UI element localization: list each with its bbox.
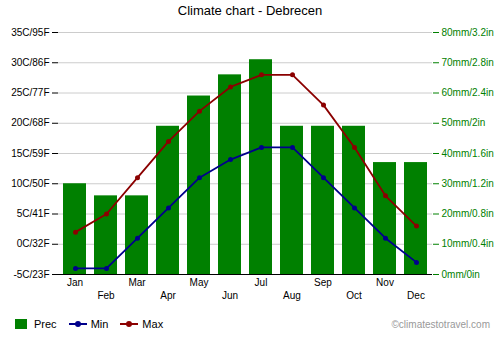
svg-text:Aug: Aug bbox=[283, 290, 301, 301]
svg-text:50mm/2in: 50mm/2in bbox=[442, 117, 486, 128]
html-text:Climate chart - Debrecen: Climate chart - Debrecen bbox=[177, 3, 323, 18]
svg-text:40mm/1.6in: 40mm/1.6in bbox=[442, 148, 494, 159]
svg-text:Jan: Jan bbox=[67, 277, 83, 288]
svg-text:0C/32F: 0C/32F bbox=[17, 238, 50, 249]
svg-text:30C/86F: 30C/86F bbox=[11, 57, 49, 68]
svg-text:15C/59F: 15C/59F bbox=[11, 148, 49, 159]
svg-text:Sep: Sep bbox=[314, 277, 332, 288]
svg-text:Oct: Oct bbox=[346, 290, 362, 301]
svg-text:80mm/3.2in: 80mm/3.2in bbox=[442, 27, 494, 38]
svg-text:60mm/2.4in: 60mm/2.4in bbox=[442, 87, 494, 98]
svg-text:Nov: Nov bbox=[376, 277, 394, 288]
svg-text:Mar: Mar bbox=[128, 277, 146, 288]
svg-text:May: May bbox=[190, 277, 209, 288]
svg-text:30mm/1.2in: 30mm/1.2in bbox=[442, 178, 494, 189]
svg-text:Jun: Jun bbox=[222, 290, 238, 301]
svg-text:Apr: Apr bbox=[160, 290, 176, 301]
html-text:©climatestotravel.com: ©climatestotravel.com bbox=[391, 318, 490, 330]
svg-text:70mm/2.8in: 70mm/2.8in bbox=[442, 57, 494, 68]
html-text:Min: Min bbox=[90, 318, 109, 330]
svg-text:5C/41F: 5C/41F bbox=[17, 208, 50, 219]
svg-text:10mm/0.4in: 10mm/0.4in bbox=[442, 238, 494, 249]
svg-text:35C/95F: 35C/95F bbox=[11, 27, 49, 38]
svg-text:20mm/0.8in: 20mm/0.8in bbox=[442, 208, 494, 219]
html-text:Max: Max bbox=[142, 318, 164, 330]
svg-text:Feb: Feb bbox=[97, 290, 115, 301]
svg-text:20C/68F: 20C/68F bbox=[11, 117, 49, 128]
svg-text:25C/77F: 25C/77F bbox=[11, 87, 49, 98]
svg-text:0mm/0in: 0mm/0in bbox=[442, 269, 480, 280]
svg-text:Dec: Dec bbox=[407, 290, 425, 301]
html-text:Prec: Prec bbox=[34, 318, 57, 330]
svg-text:Jul: Jul bbox=[255, 277, 268, 288]
svg-text:10C/50F: 10C/50F bbox=[11, 178, 49, 189]
svg-text:-5C/23F: -5C/23F bbox=[13, 269, 49, 280]
